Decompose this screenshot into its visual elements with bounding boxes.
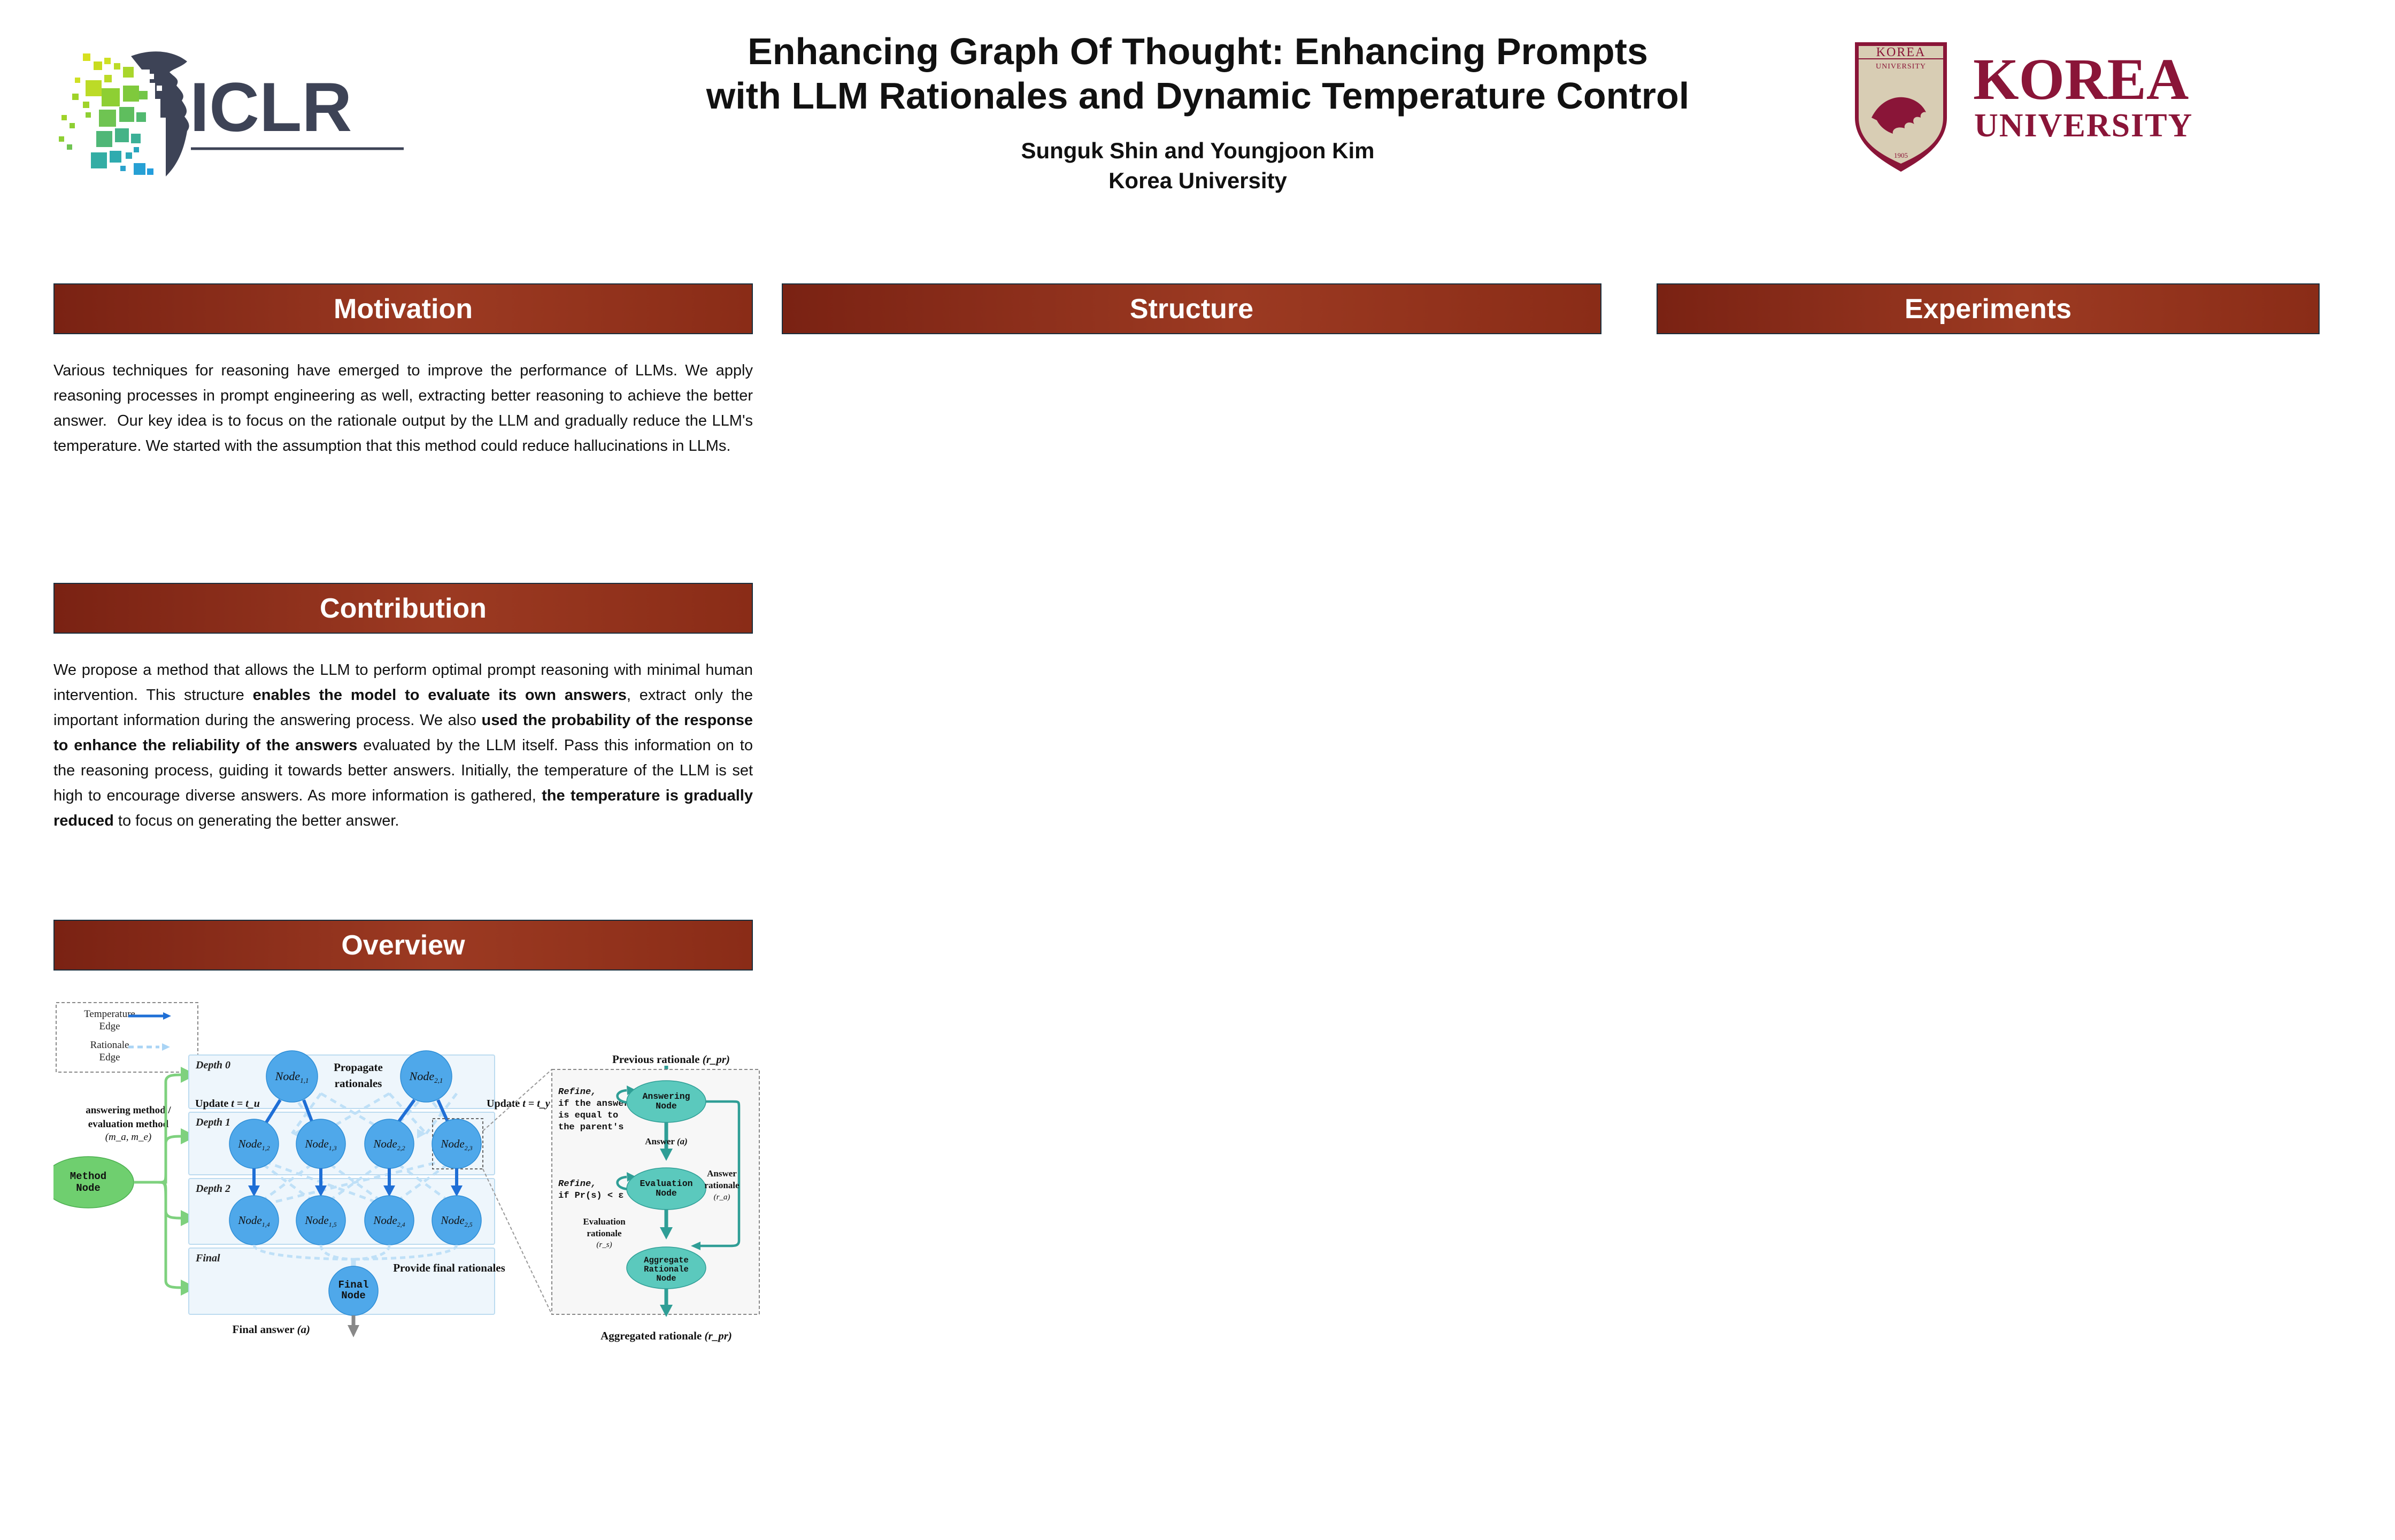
svg-text:Refine,: Refine, xyxy=(558,1087,596,1097)
svg-text:Depth 0: Depth 0 xyxy=(195,1059,230,1071)
svg-text:Edge: Edge xyxy=(99,1021,120,1032)
svg-text:KOREA: KOREA xyxy=(1973,47,2189,112)
svg-text:Final answer (a): Final answer (a) xyxy=(233,1323,310,1336)
svg-text:Propagate: Propagate xyxy=(334,1061,383,1074)
svg-text:rationale: rationale xyxy=(587,1228,622,1238)
svg-text:Rationale: Rationale xyxy=(644,1265,689,1274)
svg-text:Node: Node xyxy=(76,1182,101,1194)
svg-text:Evaluation: Evaluation xyxy=(583,1216,626,1227)
svg-text:if Pr(s) < ε: if Pr(s) < ε xyxy=(558,1191,623,1201)
svg-text:Edge: Edge xyxy=(99,1052,120,1063)
svg-text:Answer (a): Answer (a) xyxy=(645,1136,688,1146)
svg-text:Previous rationale (r_pr): Previous rationale (r_pr) xyxy=(612,1053,730,1066)
svg-text:Update t = t_u: Update t = t_u xyxy=(195,1098,260,1110)
svg-text:Method: Method xyxy=(70,1171,106,1182)
svg-text:answering method /: answering method / xyxy=(86,1105,171,1116)
svg-text:Node: Node xyxy=(341,1290,366,1302)
svg-text:Answering: Answering xyxy=(642,1091,690,1102)
svg-text:evaluation method: evaluation method xyxy=(88,1119,169,1130)
svg-text:Provide final rationales: Provide final rationales xyxy=(393,1261,505,1274)
svg-text:1905: 1905 xyxy=(1894,151,1908,159)
svg-text:KOREA: KOREA xyxy=(1876,45,1926,59)
svg-text:Node: Node xyxy=(656,1101,677,1111)
svg-text:rationale: rationale xyxy=(704,1180,740,1190)
svg-text:Node: Node xyxy=(656,1274,676,1283)
svg-text:Depth 2: Depth 2 xyxy=(195,1183,230,1195)
svg-text:Aggregate: Aggregate xyxy=(644,1256,689,1265)
svg-text:the parent's: the parent's xyxy=(558,1122,623,1133)
svg-text:Rationale: Rationale xyxy=(90,1040,129,1051)
svg-text:ICLR: ICLR xyxy=(190,68,352,146)
svg-text:Node: Node xyxy=(656,1188,677,1198)
svg-text:(r_a): (r_a) xyxy=(714,1193,730,1202)
svg-text:Aggregated rationale (r_pr): Aggregated rationale (r_pr) xyxy=(600,1329,732,1342)
svg-text:(m_a, m_e): (m_a, m_e) xyxy=(105,1131,152,1143)
svg-text:Temperature: Temperature xyxy=(84,1008,135,1020)
svg-text:is equal to: is equal to xyxy=(558,1111,618,1121)
svg-text:Final: Final xyxy=(195,1252,220,1264)
svg-text:Final: Final xyxy=(338,1279,368,1291)
svg-text:(r_s): (r_s) xyxy=(596,1241,612,1249)
svg-text:Answer: Answer xyxy=(707,1168,737,1179)
svg-text:Depth 1: Depth 1 xyxy=(195,1116,230,1128)
svg-text:UNIVERSITY: UNIVERSITY xyxy=(1876,63,1926,71)
svg-text:Refine,: Refine, xyxy=(558,1179,596,1189)
svg-text:Evaluation: Evaluation xyxy=(640,1179,692,1189)
svg-text:Update t = t_y: Update t = t_y xyxy=(487,1098,550,1110)
svg-text:UNIVERSITY: UNIVERSITY xyxy=(1974,107,2193,144)
svg-text:rationales: rationales xyxy=(335,1077,382,1090)
